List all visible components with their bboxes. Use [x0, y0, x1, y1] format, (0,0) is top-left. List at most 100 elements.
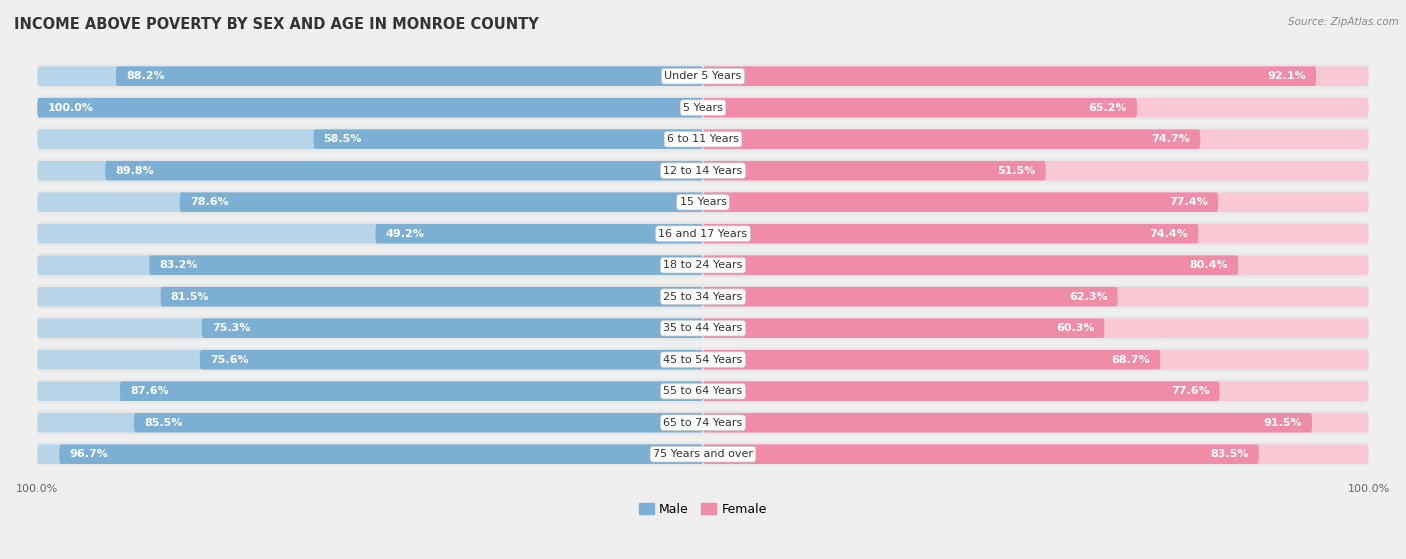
FancyBboxPatch shape — [703, 98, 1137, 117]
Text: 15 Years: 15 Years — [679, 197, 727, 207]
FancyBboxPatch shape — [703, 130, 1201, 149]
FancyBboxPatch shape — [38, 158, 1368, 183]
FancyBboxPatch shape — [703, 444, 1258, 464]
Text: 12 to 14 Years: 12 to 14 Years — [664, 165, 742, 176]
FancyBboxPatch shape — [38, 161, 703, 181]
FancyBboxPatch shape — [38, 444, 703, 464]
Text: 83.5%: 83.5% — [1211, 449, 1249, 459]
Text: 89.8%: 89.8% — [115, 165, 155, 176]
FancyBboxPatch shape — [703, 224, 1198, 244]
Text: 83.2%: 83.2% — [159, 260, 198, 270]
Text: Source: ZipAtlas.com: Source: ZipAtlas.com — [1288, 17, 1399, 27]
Text: 68.7%: 68.7% — [1112, 355, 1150, 364]
FancyBboxPatch shape — [202, 319, 703, 338]
FancyBboxPatch shape — [703, 319, 1368, 338]
FancyBboxPatch shape — [703, 98, 1368, 117]
Text: 74.7%: 74.7% — [1152, 134, 1191, 144]
Text: 75.6%: 75.6% — [209, 355, 249, 364]
FancyBboxPatch shape — [314, 130, 703, 149]
FancyBboxPatch shape — [38, 253, 1368, 277]
FancyBboxPatch shape — [703, 67, 1316, 86]
FancyBboxPatch shape — [38, 224, 703, 244]
FancyBboxPatch shape — [38, 413, 703, 433]
FancyBboxPatch shape — [38, 316, 1368, 340]
FancyBboxPatch shape — [38, 350, 703, 369]
Text: 80.4%: 80.4% — [1189, 260, 1229, 270]
Text: 55 to 64 Years: 55 to 64 Years — [664, 386, 742, 396]
Text: 18 to 24 Years: 18 to 24 Years — [664, 260, 742, 270]
Text: 87.6%: 87.6% — [129, 386, 169, 396]
FancyBboxPatch shape — [38, 255, 703, 275]
FancyBboxPatch shape — [703, 381, 1368, 401]
Text: 96.7%: 96.7% — [69, 449, 108, 459]
FancyBboxPatch shape — [703, 161, 1046, 181]
FancyBboxPatch shape — [38, 221, 1368, 246]
Text: 62.3%: 62.3% — [1069, 292, 1108, 302]
FancyBboxPatch shape — [703, 381, 1219, 401]
FancyBboxPatch shape — [38, 190, 1368, 215]
FancyBboxPatch shape — [703, 287, 1118, 306]
FancyBboxPatch shape — [38, 379, 1368, 404]
FancyBboxPatch shape — [703, 67, 1368, 86]
Text: 75 Years and over: 75 Years and over — [652, 449, 754, 459]
FancyBboxPatch shape — [703, 255, 1239, 275]
FancyBboxPatch shape — [38, 319, 703, 338]
Text: 49.2%: 49.2% — [385, 229, 425, 239]
Text: 60.3%: 60.3% — [1056, 323, 1094, 333]
Text: 92.1%: 92.1% — [1267, 71, 1306, 81]
FancyBboxPatch shape — [38, 127, 1368, 151]
FancyBboxPatch shape — [703, 350, 1160, 369]
FancyBboxPatch shape — [703, 287, 1368, 306]
FancyBboxPatch shape — [59, 444, 703, 464]
Text: 5 Years: 5 Years — [683, 103, 723, 113]
FancyBboxPatch shape — [703, 192, 1368, 212]
FancyBboxPatch shape — [38, 442, 1368, 466]
FancyBboxPatch shape — [703, 350, 1368, 369]
FancyBboxPatch shape — [38, 67, 703, 86]
FancyBboxPatch shape — [375, 224, 703, 244]
FancyBboxPatch shape — [38, 192, 703, 212]
FancyBboxPatch shape — [703, 444, 1368, 464]
Text: 74.4%: 74.4% — [1149, 229, 1188, 239]
FancyBboxPatch shape — [38, 98, 703, 117]
Text: 16 and 17 Years: 16 and 17 Years — [658, 229, 748, 239]
Text: 75.3%: 75.3% — [212, 323, 250, 333]
FancyBboxPatch shape — [703, 224, 1368, 244]
Legend: Male, Female: Male, Female — [634, 498, 772, 520]
FancyBboxPatch shape — [703, 192, 1218, 212]
Text: 51.5%: 51.5% — [997, 165, 1036, 176]
FancyBboxPatch shape — [200, 350, 703, 369]
Text: 88.2%: 88.2% — [127, 71, 165, 81]
FancyBboxPatch shape — [38, 96, 1368, 120]
FancyBboxPatch shape — [38, 381, 703, 401]
Text: 81.5%: 81.5% — [170, 292, 209, 302]
Text: 77.6%: 77.6% — [1171, 386, 1209, 396]
Text: 45 to 54 Years: 45 to 54 Years — [664, 355, 742, 364]
FancyBboxPatch shape — [703, 319, 1104, 338]
Text: 58.5%: 58.5% — [323, 134, 361, 144]
FancyBboxPatch shape — [120, 381, 703, 401]
FancyBboxPatch shape — [703, 413, 1368, 433]
Text: 77.4%: 77.4% — [1170, 197, 1208, 207]
FancyBboxPatch shape — [38, 287, 703, 306]
FancyBboxPatch shape — [38, 347, 1368, 372]
Text: 35 to 44 Years: 35 to 44 Years — [664, 323, 742, 333]
FancyBboxPatch shape — [703, 130, 1368, 149]
FancyBboxPatch shape — [38, 98, 703, 117]
FancyBboxPatch shape — [149, 255, 703, 275]
FancyBboxPatch shape — [134, 413, 703, 433]
Text: 25 to 34 Years: 25 to 34 Years — [664, 292, 742, 302]
Text: Under 5 Years: Under 5 Years — [665, 71, 741, 81]
Text: 78.6%: 78.6% — [190, 197, 229, 207]
Text: 100.0%: 100.0% — [48, 103, 93, 113]
FancyBboxPatch shape — [38, 285, 1368, 309]
Text: 65 to 74 Years: 65 to 74 Years — [664, 418, 742, 428]
FancyBboxPatch shape — [115, 67, 703, 86]
FancyBboxPatch shape — [105, 161, 703, 181]
FancyBboxPatch shape — [703, 161, 1368, 181]
FancyBboxPatch shape — [38, 410, 1368, 435]
Text: 6 to 11 Years: 6 to 11 Years — [666, 134, 740, 144]
FancyBboxPatch shape — [703, 413, 1312, 433]
Text: 91.5%: 91.5% — [1264, 418, 1302, 428]
FancyBboxPatch shape — [38, 64, 1368, 88]
